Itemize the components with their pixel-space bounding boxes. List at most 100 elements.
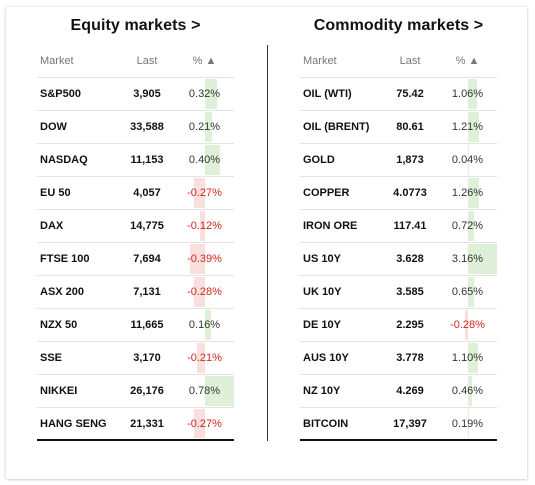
negative-change-bar: [193, 277, 205, 307]
market-name: ASX 200: [40, 286, 85, 298]
last-price: 11,153: [130, 154, 164, 166]
table-row[interactable]: COPPER 4.0773 1.26%: [300, 177, 497, 210]
last-price: 2.295: [396, 319, 424, 331]
equity-table-body: S&P500 3,905 0.32% DOW 33,588 0.21% NASDAQ 11,1…: [37, 78, 234, 441]
percent-change-value: 0.46%: [451, 385, 484, 397]
percent-change-cell: -0.21%: [175, 342, 234, 374]
last-column-header: Last: [136, 54, 158, 67]
last-column-header: Last: [399, 54, 421, 67]
percent-change-cell: 1.10%: [438, 342, 497, 374]
positive-change-bar: [467, 79, 478, 109]
percent-change-cell: 0.19%: [438, 408, 497, 439]
table-row[interactable]: AUS 10Y 3.778 1.10%: [300, 342, 497, 375]
percent-change-value: 3.16%: [451, 253, 484, 265]
last-price: 17,397: [393, 417, 427, 430]
percent-change-sort-header[interactable]: % ▲: [438, 44, 497, 77]
last-price: 11,665: [130, 319, 164, 331]
negative-change-bar: [464, 310, 468, 340]
table-row[interactable]: DE 10Y 2.295 -0.28%: [300, 309, 497, 342]
percent-change-sort-header[interactable]: % ▲: [175, 44, 234, 77]
percent-change-value: -0.27%: [187, 417, 222, 430]
table-row[interactable]: NASDAQ 11,153 0.40%: [37, 144, 234, 177]
percent-change-cell: -0.27%: [175, 177, 234, 209]
positive-change-bar: [204, 310, 211, 340]
negative-change-bar: [194, 409, 205, 438]
last-price: 117.41: [393, 220, 427, 232]
percent-change-value: 0.04%: [451, 154, 484, 166]
percent-change-cell: -0.12%: [175, 210, 234, 242]
last-price: 3.628: [396, 253, 424, 265]
market-name: SSE: [40, 352, 63, 364]
table-row[interactable]: FTSE 100 7,694 -0.39%: [37, 243, 234, 276]
table-row[interactable]: GOLD 1,873 0.04%: [300, 144, 497, 177]
positive-change-bar: [204, 112, 213, 142]
last-price: 3,905: [133, 88, 161, 100]
percent-change-cell: 0.65%: [438, 276, 497, 308]
table-row[interactable]: OIL (WTI) 75.42 1.06%: [300, 78, 497, 111]
last-price: 4.269: [396, 385, 424, 397]
last-price: 75.42: [396, 88, 424, 100]
positive-change-bar: [467, 178, 480, 208]
percent-change-value: 0.72%: [451, 220, 484, 232]
last-price: 1,873: [396, 154, 424, 166]
percent-change-value: 1.26%: [451, 187, 484, 199]
percent-change-value: -0.12%: [187, 220, 222, 232]
last-price: 3,170: [133, 352, 161, 364]
equity-table-header: Market Last % ▲: [37, 44, 234, 78]
last-price: 7,694: [133, 253, 161, 265]
commodity-markets-link[interactable]: Commodity markets >: [313, 17, 484, 34]
commodity-table-body: OIL (WTI) 75.42 1.06% OIL (BRENT) 80.61 1.21%…: [300, 78, 497, 441]
table-row[interactable]: US 10Y 3.628 3.16%: [300, 243, 497, 276]
table-row[interactable]: ASX 200 7,131 -0.28%: [37, 276, 234, 309]
commodity-markets-panel: Commodity markets > Market Last % ▲ OIL …: [300, 7, 497, 441]
table-row[interactable]: UK 10Y 3.585 0.65%: [300, 276, 497, 309]
table-row[interactable]: NZX 50 11,665 0.16%: [37, 309, 234, 342]
market-name: EU 50: [40, 187, 71, 199]
table-row[interactable]: OIL (BRENT) 80.61 1.21%: [300, 111, 497, 144]
percent-change-value: 1.06%: [451, 88, 484, 100]
percent-change-value: 0.19%: [451, 417, 484, 430]
market-name: NZX 50: [40, 319, 78, 331]
last-price: 4.0773: [393, 187, 427, 199]
percent-change-cell: 0.46%: [438, 375, 497, 407]
market-name: OIL (WTI): [303, 88, 352, 100]
table-row[interactable]: IRON ORE 117.41 0.72%: [300, 210, 497, 243]
table-row[interactable]: EU 50 4,057 -0.27%: [37, 177, 234, 210]
positive-change-bar: [467, 409, 470, 438]
last-price: 7,131: [133, 286, 161, 298]
percent-change-cell: 0.40%: [175, 144, 234, 176]
table-row[interactable]: DOW 33,588 0.21%: [37, 111, 234, 144]
table-row[interactable]: S&P500 3,905 0.32%: [37, 78, 234, 111]
table-row[interactable]: HANG SENG 21,331 -0.27%: [37, 408, 234, 441]
table-row[interactable]: BITCOIN 17,397 0.19%: [300, 408, 497, 441]
table-row[interactable]: DAX 14,775 -0.12%: [37, 210, 234, 243]
market-name: UK 10Y: [303, 286, 342, 298]
positive-change-bar: [467, 244, 497, 274]
market-name: AUS 10Y: [303, 352, 349, 364]
equity-markets-link[interactable]: Equity markets >: [70, 17, 201, 34]
table-row[interactable]: NZ 10Y 4.269 0.46%: [300, 375, 497, 408]
last-price: 26,176: [130, 385, 164, 397]
market-name: DE 10Y: [303, 319, 341, 331]
percent-column-label: % ▲: [455, 54, 480, 67]
negative-change-bar: [194, 178, 205, 208]
negative-change-bar: [196, 343, 205, 373]
market-name: BITCOIN: [303, 417, 349, 430]
table-row[interactable]: SSE 3,170 -0.21%: [37, 342, 234, 375]
percent-change-cell: 0.78%: [175, 375, 234, 407]
table-row[interactable]: NIKKEI 26,176 0.78%: [37, 375, 234, 408]
last-price: 14,775: [130, 220, 164, 232]
positive-change-bar: [204, 79, 217, 109]
commodity-table-header: Market Last % ▲: [300, 44, 497, 78]
percent-change-value: 1.10%: [451, 352, 484, 364]
market-column-header: Market: [303, 54, 337, 67]
percent-change-value: 0.65%: [451, 286, 484, 298]
negative-change-bar: [189, 244, 205, 274]
percent-change-cell: 0.04%: [438, 144, 497, 176]
percent-change-value: 1.21%: [451, 121, 484, 133]
market-column-header: Market: [40, 54, 74, 67]
positive-change-bar: [204, 145, 220, 175]
market-name: NIKKEI: [40, 385, 78, 397]
percent-change-value: -0.28%: [450, 319, 485, 331]
market-name: GOLD: [303, 154, 335, 166]
